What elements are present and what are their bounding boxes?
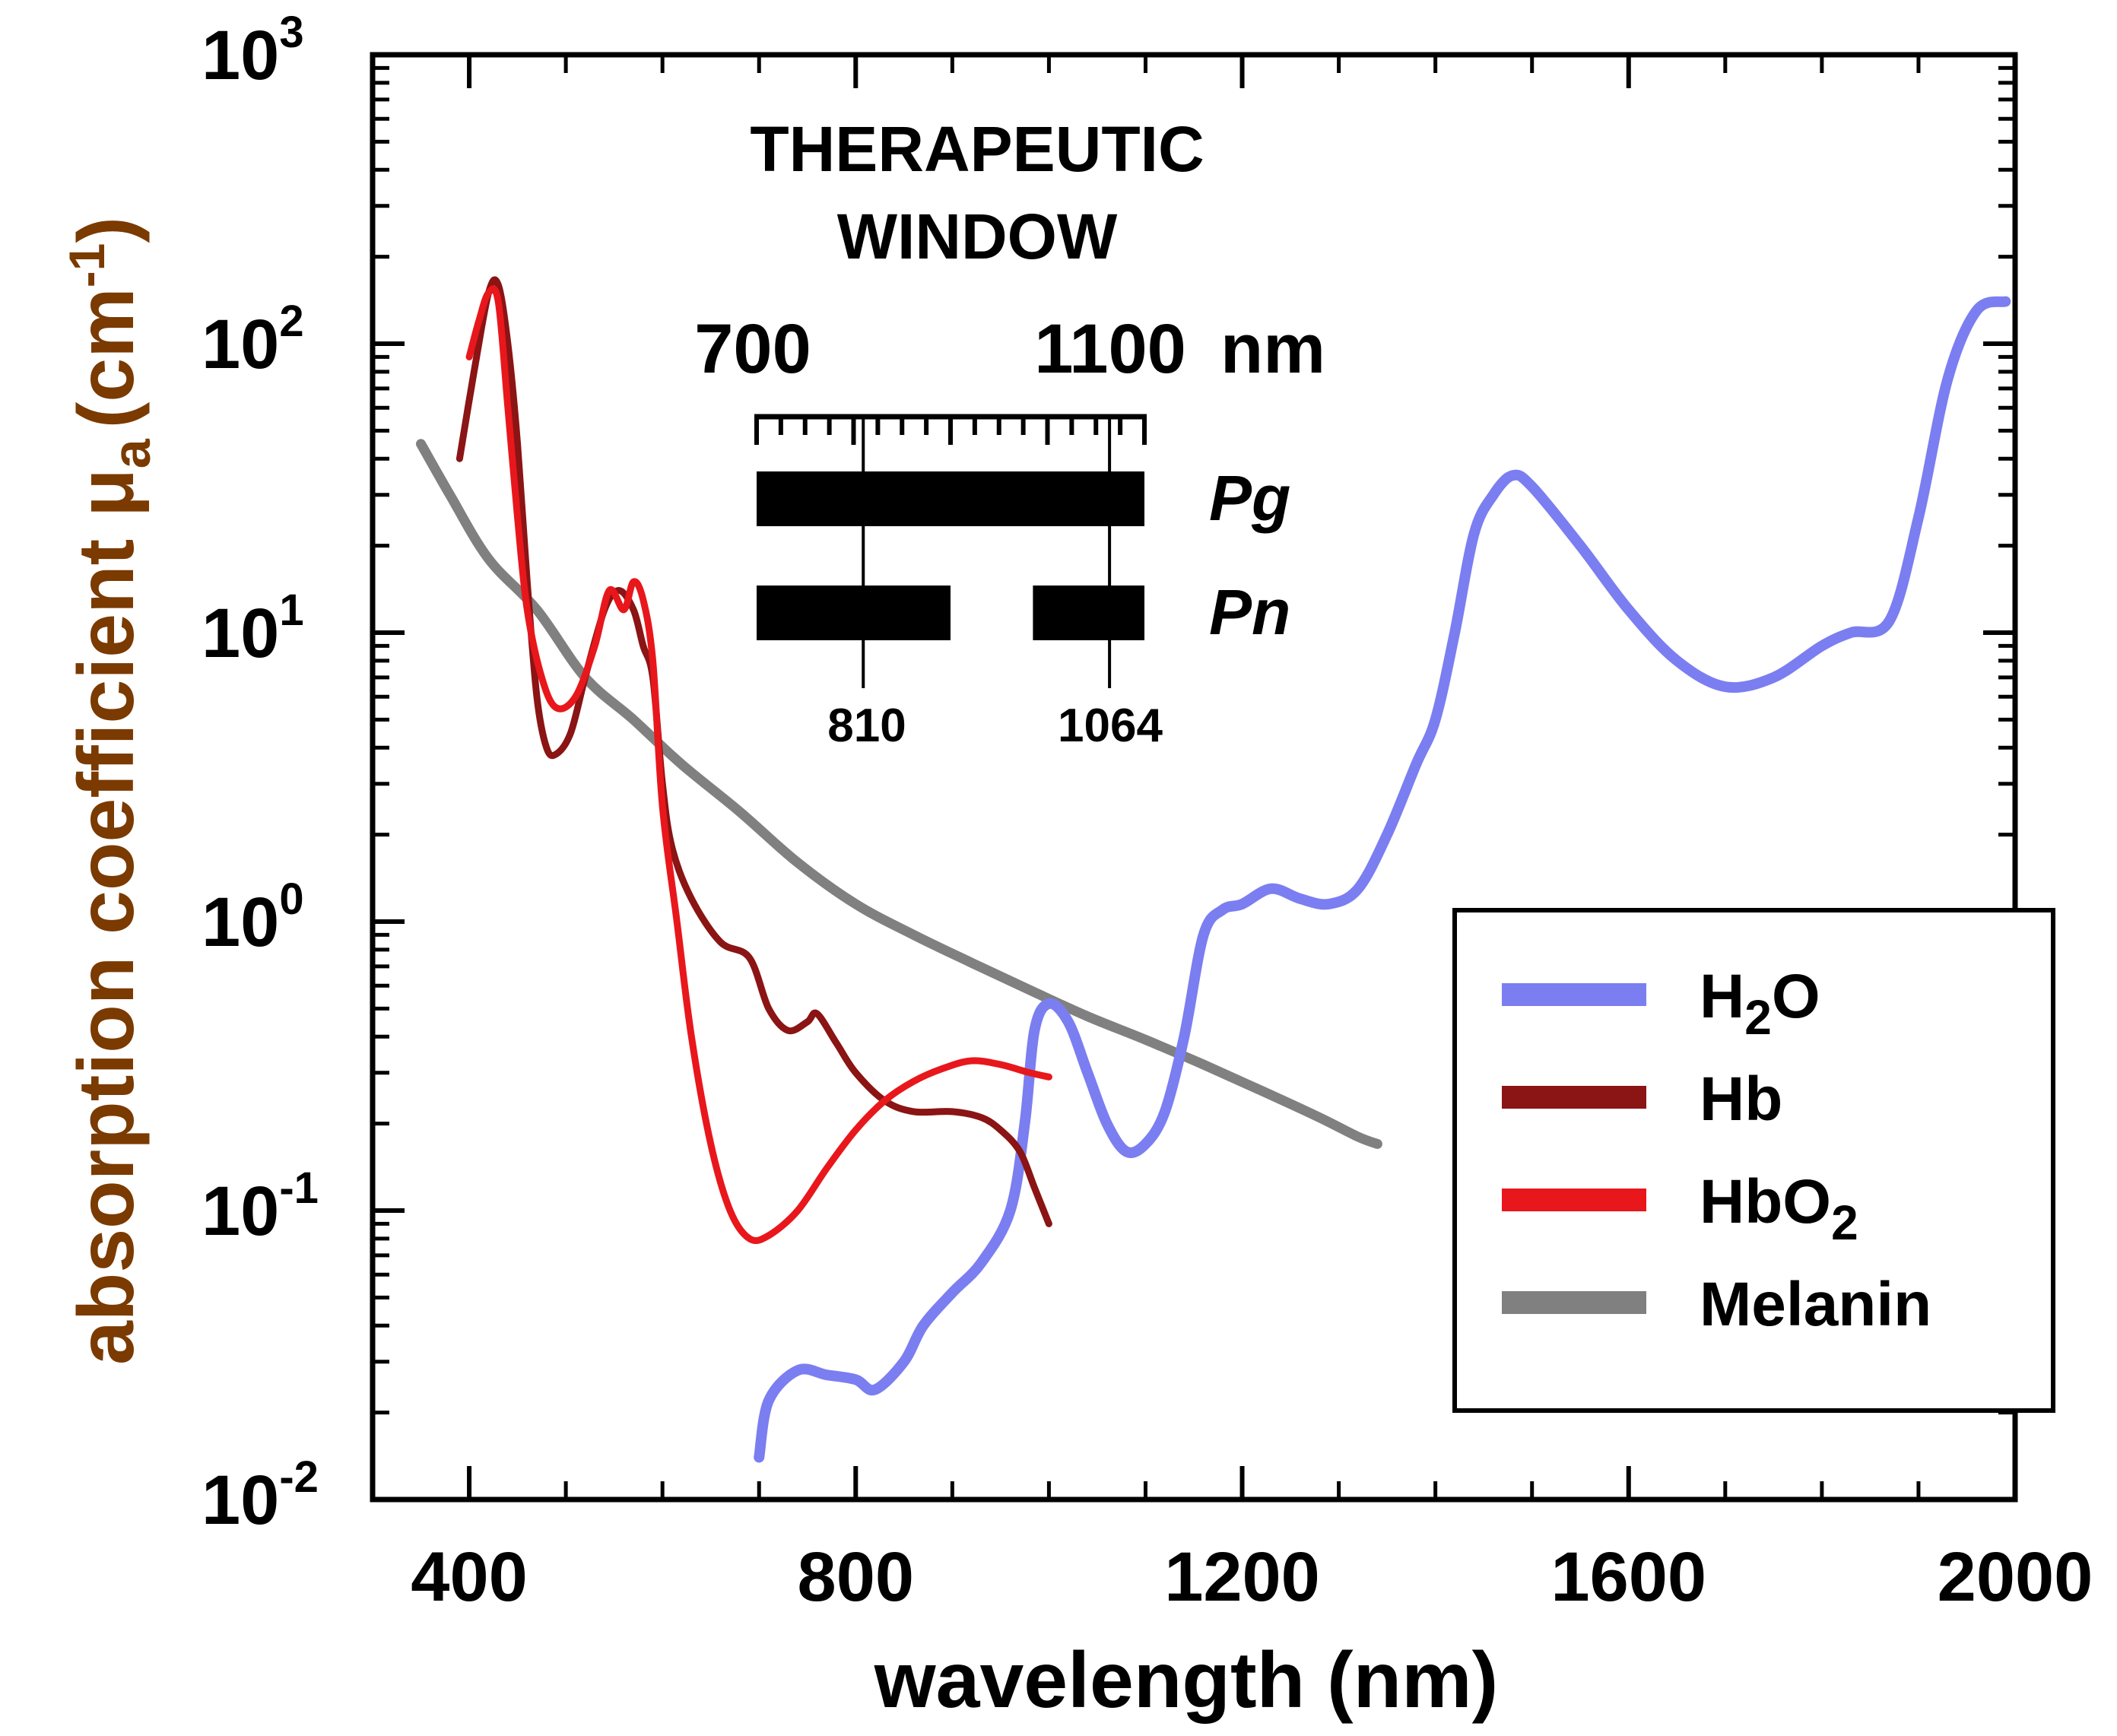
y-axis-title-unit: (cm xyxy=(62,287,151,428)
inset-ruler xyxy=(754,414,1147,688)
x-axis-title: wavelength (nm) xyxy=(874,1636,1499,1725)
legend-label-hbo2: HbO2 xyxy=(1700,1167,1858,1250)
x-tick-label: 800 xyxy=(798,1538,915,1616)
y-axis-title-sub: a xyxy=(102,438,161,468)
y-tick-label: 10-1 xyxy=(202,1163,319,1250)
x-tick-label: 2000 xyxy=(1938,1538,2093,1616)
inset-range-end: 1100 xyxy=(1034,310,1186,388)
inset-bars: Pg Pn xyxy=(757,462,1290,648)
inset-bar-pn xyxy=(1033,586,1144,640)
y-tick-label: 103 xyxy=(202,8,304,94)
y-tick-label: 100 xyxy=(202,874,304,961)
series-line-hb xyxy=(455,276,1052,1227)
x-tick-label: 400 xyxy=(411,1538,528,1616)
y-axis-title-unit-close: ) xyxy=(62,217,151,243)
series-line-hbo2 xyxy=(465,285,1052,1245)
legend-label-h2o: H2O xyxy=(1700,962,1820,1045)
series-line-melanin xyxy=(416,439,1382,1149)
inset-range-start: 700 xyxy=(694,310,811,388)
inset-bar-pn xyxy=(757,586,951,640)
y-tick-label: 10-2 xyxy=(202,1452,319,1539)
y-axis-title-main: absorption coefficient μ xyxy=(62,468,151,1365)
inset-marker-810-label: 810 xyxy=(827,700,906,752)
x-tick-labels: 400 800 1200 1600 2000 xyxy=(411,1538,2093,1616)
y-tick-labels: 103 102 101 100 10-1 10-2 xyxy=(202,8,319,1539)
inset-range-unit: nm xyxy=(1220,310,1325,388)
legend-label-melanin: Melanin xyxy=(1700,1270,1931,1339)
inset-bar-pg xyxy=(757,471,1144,526)
x-tick-label: 1600 xyxy=(1550,1538,1706,1616)
x-tick-label: 1200 xyxy=(1164,1538,1320,1616)
y-tick-label: 101 xyxy=(202,586,304,672)
inset-marker-1064-label: 1064 xyxy=(1058,700,1163,752)
y-axis-title: absorption coefficient μa (cm-1) xyxy=(59,217,161,1365)
series-layer xyxy=(416,276,2011,1463)
y-axis-title-unit-exp: -1 xyxy=(59,243,115,288)
series-line-h2o xyxy=(754,296,2011,1463)
inset-title-line2: WINDOW xyxy=(837,201,1118,272)
inset-bar-label-pg: Pg xyxy=(1209,462,1290,534)
y-tick-label: 102 xyxy=(202,297,304,383)
legend-label-hb: Hb xyxy=(1700,1065,1782,1134)
inset-title-line1: THERAPEUTIC xyxy=(750,113,1204,185)
major-ticks xyxy=(373,52,2017,1502)
inset-bar-label-pn: Pn xyxy=(1209,576,1290,648)
legend: H2O Hb HbO2 Melanin xyxy=(1452,908,2055,1413)
plot-frame xyxy=(370,52,2018,1503)
